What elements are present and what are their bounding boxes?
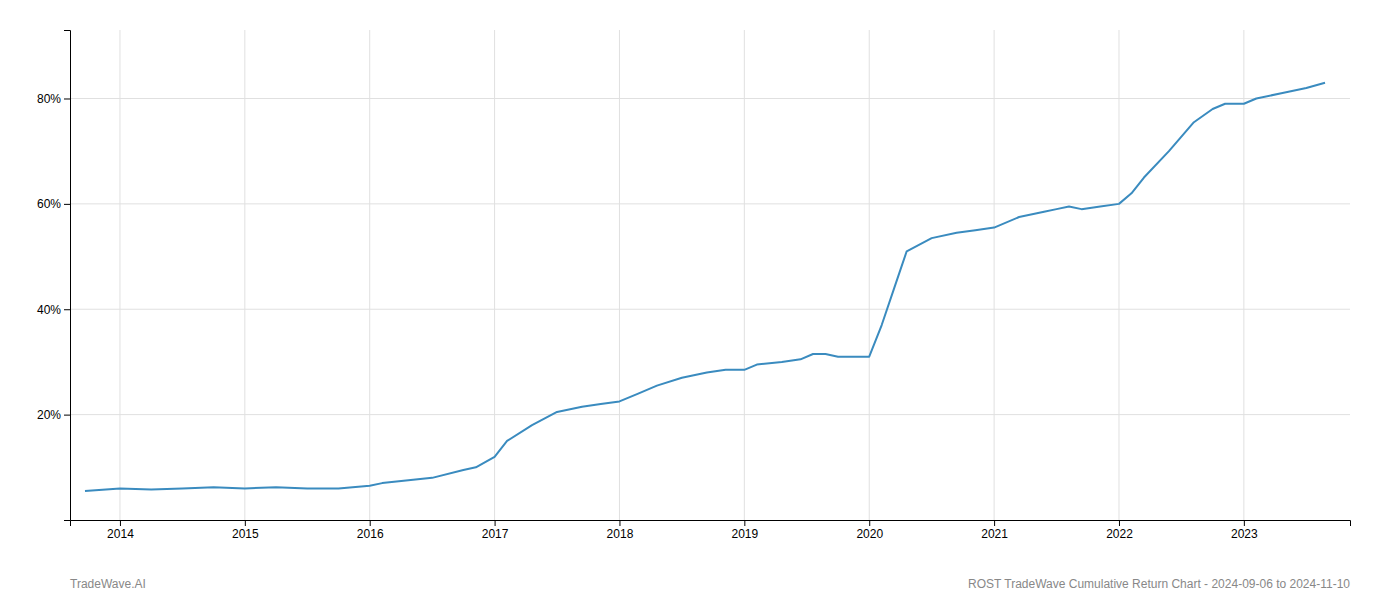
y-tick-label: 80% [37, 92, 61, 106]
x-tick: 2015 [232, 520, 259, 541]
y-tick: 20% [37, 408, 70, 422]
y-tick-mark [64, 204, 70, 205]
x-tick: 2021 [981, 520, 1008, 541]
x-tick: 2016 [357, 520, 384, 541]
x-tick-mark [495, 520, 496, 526]
y-tick-mark [64, 98, 70, 99]
y-grid-line [70, 309, 1350, 310]
x-grid-line [994, 30, 995, 520]
y-tick-label: 60% [37, 197, 61, 211]
y-tick-mark [64, 309, 70, 310]
x-grid-line [494, 30, 495, 520]
y-axis: 20% 40% 60% 80% [37, 31, 71, 521]
x-tick: 2023 [1231, 520, 1258, 541]
x-tick-mark [869, 520, 870, 526]
x-tick-mark [619, 520, 620, 526]
line [85, 83, 1325, 491]
y-grid-line [70, 414, 1350, 415]
x-axis-line [71, 521, 1351, 527]
x-tick: 2020 [856, 520, 883, 541]
footer-text: TradeWave.AI [70, 577, 146, 591]
grid [70, 30, 1350, 520]
x-tick-label: 2020 [856, 527, 883, 541]
y-axis-line [64, 31, 71, 521]
y-grid-line [70, 98, 1350, 99]
x-tick-mark [370, 520, 371, 526]
x-tick-mark [1244, 520, 1245, 526]
x-grid-line [119, 30, 120, 520]
x-tick-label: 2018 [607, 527, 634, 541]
x-tick-label: 2016 [357, 527, 384, 541]
x-tick-label: 2019 [731, 527, 758, 541]
x-tick-mark [120, 520, 121, 526]
y-tick-label: 20% [37, 408, 61, 422]
plot-area: 2014 2015 2016 2017 2018 2019 2020 2021 2022 2023… [37, 30, 1351, 541]
x-grid-line [1118, 30, 1119, 520]
x-tick-label: 2014 [107, 527, 134, 541]
x-tick: 2017 [482, 520, 509, 541]
x-tick: 2022 [1106, 520, 1133, 541]
x-tick-mark [1119, 520, 1120, 526]
x-grid-line [369, 30, 370, 520]
marks [85, 83, 1325, 491]
chart: 2014 2015 2016 2017 2018 2019 2020 2021 2022 2023… [0, 0, 1400, 600]
y-tick-mark [64, 415, 70, 416]
x-tick-mark [744, 520, 745, 526]
x-tick-mark [994, 520, 995, 526]
x-tick: 2014 [107, 520, 134, 541]
x-grid-line [619, 30, 620, 520]
y-tick: 40% [37, 303, 70, 317]
x-tick-label: 2021 [981, 527, 1008, 541]
x-tick-label: 2022 [1106, 527, 1133, 541]
x-grid-line [744, 30, 745, 520]
x-tick-mark [245, 520, 246, 526]
x-grid-line [869, 30, 870, 520]
x-tick-label: 2017 [482, 527, 509, 541]
footer-text: ROST TradeWave Cumulative Return Chart -… [968, 577, 1350, 591]
y-tick: 60% [37, 197, 70, 211]
x-tick: 2018 [607, 520, 634, 541]
x-axis: 2014 2015 2016 2017 2018 2019 2020 2021 2022 2023 [71, 520, 1351, 541]
y-tick: 80% [37, 92, 70, 106]
x-tick: 2019 [731, 520, 758, 541]
y-tick-label: 40% [37, 303, 61, 317]
x-tick-label: 2023 [1231, 527, 1258, 541]
x-grid-line [244, 30, 245, 520]
y-grid-line [70, 203, 1350, 204]
x-tick-label: 2015 [232, 527, 259, 541]
